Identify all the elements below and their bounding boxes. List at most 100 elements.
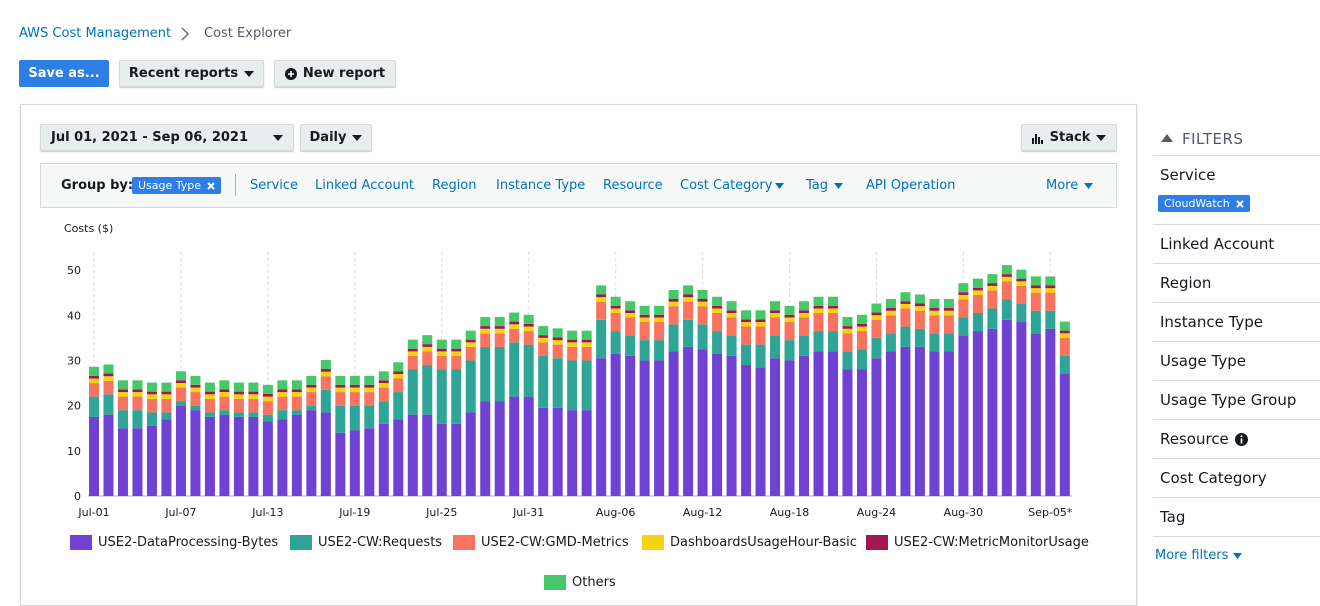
bar-segment [248, 412, 259, 417]
bar-segment [103, 376, 114, 381]
legend-item[interactable]: DashboardsUsageHour-Basic [642, 535, 857, 550]
bar-segment [422, 346, 433, 352]
bar-segment [827, 296, 838, 306]
bar-segment [958, 292, 969, 295]
legend-swatch [453, 535, 475, 550]
bar-segment [175, 371, 186, 381]
bar-segment [1001, 319, 1012, 496]
bar-segment [610, 305, 621, 309]
divider [1153, 380, 1320, 381]
bar-segment [654, 340, 665, 361]
bar-segment [697, 324, 708, 350]
bar-segment [770, 317, 781, 336]
group-by-chip[interactable]: Usage Type [132, 177, 222, 194]
bar-segment [1030, 310, 1041, 334]
bar-segment [856, 369, 867, 496]
group-option[interactable]: Tag [806, 178, 829, 193]
bar-segment [306, 392, 317, 406]
bar-segment [451, 423, 462, 496]
legend-label: USE2-CW:GMD-Metrics [481, 535, 629, 550]
bar-segment [885, 351, 896, 496]
bar-segment [262, 421, 273, 496]
recent-button[interactable]: Recent reports [119, 60, 264, 87]
bar-segment [190, 392, 201, 406]
bar-segment [436, 339, 447, 349]
bar-segment [132, 396, 143, 411]
group-option[interactable]: Region [432, 178, 477, 193]
group-option[interactable]: Linked Account [315, 178, 415, 193]
legend-item[interactable]: USE2-DataProcessing-Bytes [70, 535, 278, 550]
bar-segment [291, 410, 302, 415]
y-tick-label: 0 [74, 490, 81, 503]
group-option[interactable]: Service [250, 178, 299, 193]
filter-item[interactable]: Cost Category [1160, 469, 1267, 487]
bar-segment [175, 383, 186, 388]
caret [1096, 134, 1107, 141]
date-range-select[interactable]: Jul 01, 2021 - Sep 06, 2021 [40, 124, 294, 151]
more-filters[interactable]: More filters [1155, 548, 1229, 563]
x-tick-label: Aug-06 [596, 506, 635, 519]
bar-segment [1045, 285, 1056, 289]
recent-label: Recent reports [128, 66, 239, 81]
group-more[interactable]: More [1046, 178, 1079, 193]
bar-segment [248, 416, 259, 496]
bar-segment [175, 387, 186, 402]
bar-segment [770, 310, 781, 313]
bar-segment [146, 391, 157, 395]
filter-item[interactable]: Usage Type Group [1160, 391, 1297, 409]
bar-segment [972, 294, 983, 313]
filter-item[interactable]: Usage Type [1160, 352, 1246, 370]
filter-item[interactable]: Instance Type [1160, 313, 1264, 331]
bar-segment [712, 296, 723, 306]
chart-style-select[interactable]: Stack [1021, 124, 1117, 151]
bar-segment [958, 299, 969, 318]
group-option[interactable]: API Operation [866, 178, 956, 193]
bar-segment [509, 312, 520, 322]
legend-item[interactable]: USE2-CW:MetricMonitorUsage [866, 535, 1089, 550]
save-button[interactable]: Save as... [19, 60, 109, 87]
group-option[interactable]: Instance Type [496, 178, 586, 193]
caret [1084, 183, 1093, 189]
bar-segment [914, 294, 925, 304]
legend-item[interactable]: USE2-CW:Requests [290, 535, 442, 550]
bar-segment [465, 330, 476, 340]
new-report-button[interactable]: New report [274, 60, 396, 87]
bar-segment [204, 391, 215, 395]
bar-segment [972, 313, 983, 332]
bar-segment [885, 315, 896, 334]
legend-item[interactable]: USE2-CW:GMD-Metrics [453, 535, 629, 550]
bar-segment [262, 414, 273, 422]
bar-segment [393, 378, 404, 393]
bar-segment [987, 274, 998, 284]
chart: Costs ($) 0 10 20 30 40 50 Jul-01 Jul-07 Jul-13 J… [64, 222, 1073, 519]
bar-segment [233, 398, 244, 413]
bar-segment [132, 389, 143, 393]
bar-segment [755, 322, 766, 327]
bar-segment [291, 396, 302, 411]
group-option[interactable]: Resource [603, 178, 663, 193]
granularity-select[interactable]: Daily [300, 124, 372, 151]
bar-segment [277, 410, 288, 420]
group-option[interactable]: Cost Category [680, 178, 773, 193]
filter-chip[interactable]: CloudWatch [1158, 195, 1250, 212]
breadcrumb-link[interactable]: AWS Cost Management [19, 26, 172, 41]
filter-item[interactable]: Resource [1160, 430, 1229, 448]
bar-segment [958, 335, 969, 496]
filter-item[interactable]: Tag [1160, 508, 1186, 526]
info-icon[interactable] [1235, 433, 1248, 446]
legend-item[interactable]: Others [544, 575, 616, 590]
bar-segment [262, 401, 273, 415]
filter-item[interactable]: Service [1160, 166, 1216, 184]
bar-segment [349, 405, 360, 431]
bar-segment [335, 392, 346, 406]
divider [1153, 302, 1320, 303]
filter-item[interactable]: Region [1160, 274, 1212, 292]
filter-item[interactable]: Linked Account [1160, 235, 1275, 253]
bar-segment [1059, 333, 1070, 338]
bar-segment [219, 410, 230, 415]
bar-segment [741, 319, 752, 323]
bar-segment [726, 317, 737, 336]
bar-segment [480, 346, 491, 402]
bar-segment [683, 301, 694, 320]
bar-segment [407, 351, 418, 356]
